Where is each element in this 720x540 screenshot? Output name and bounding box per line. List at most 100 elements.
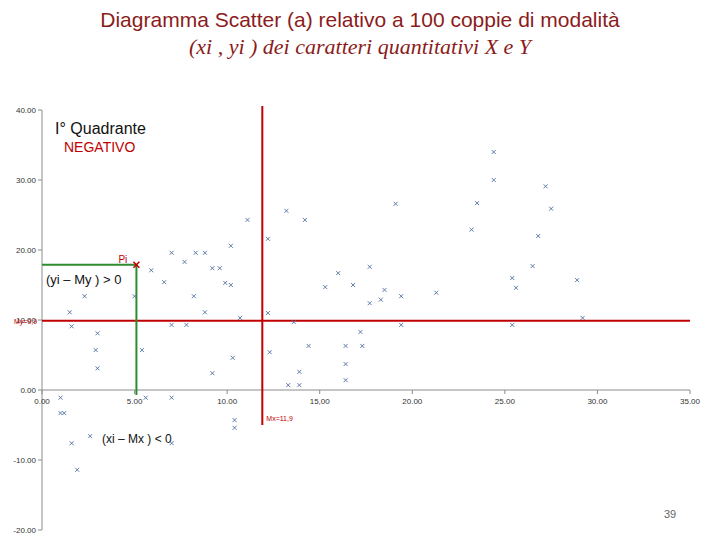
marker-stroke [434, 291, 438, 295]
marker-stroke [323, 285, 327, 289]
marker-stroke [183, 260, 187, 264]
point [307, 344, 311, 348]
point [184, 323, 188, 327]
title: (xi , yi ) dei caratteri quantitativi X … [189, 34, 534, 59]
annotation-bg [44, 271, 124, 288]
y-tick-label: 20.00 [16, 246, 37, 255]
marker-stroke [360, 344, 364, 348]
marker-stroke [399, 323, 403, 327]
marker-stroke [210, 266, 214, 270]
marker-stroke [307, 344, 311, 348]
point-pi [133, 262, 139, 268]
marker-stroke [383, 288, 387, 292]
marker-stroke [344, 378, 348, 382]
marker-stroke [231, 356, 235, 360]
y-tick [38, 110, 42, 111]
marker-stroke [133, 294, 137, 298]
point [83, 294, 87, 298]
marker-stroke [344, 362, 348, 366]
marker-stroke [83, 294, 87, 298]
marker-stroke [475, 201, 479, 205]
marker-stroke [399, 294, 403, 298]
marker-stroke [75, 468, 79, 472]
marker-stroke [88, 434, 92, 438]
y-tick [38, 390, 42, 391]
marker-stroke [170, 396, 174, 400]
marker-stroke [238, 316, 242, 320]
point [59, 396, 63, 400]
point [399, 294, 403, 298]
marker-stroke [218, 266, 222, 270]
marker-stroke [170, 323, 174, 327]
marker-stroke [581, 316, 585, 320]
point [492, 178, 496, 182]
point [183, 260, 187, 264]
marker-stroke [233, 418, 237, 422]
marker-stroke [368, 265, 372, 269]
marker-stroke [184, 323, 188, 327]
point [96, 366, 100, 370]
marker-stroke [531, 264, 535, 268]
point [75, 468, 79, 472]
marker-stroke [379, 298, 383, 302]
marker-stroke [510, 323, 514, 327]
marker-stroke [233, 426, 237, 430]
point [70, 324, 74, 328]
marker-stroke [192, 294, 196, 298]
marker-stroke [303, 218, 307, 222]
marker-stroke [536, 234, 540, 238]
point [68, 310, 72, 314]
marker-stroke [96, 331, 100, 335]
marker-stroke [203, 251, 207, 255]
marker-stroke [88, 434, 92, 438]
marker-stroke [536, 234, 540, 238]
point [231, 356, 235, 360]
point [344, 378, 348, 382]
point [59, 411, 63, 415]
marker-stroke [140, 348, 144, 352]
point [292, 320, 296, 324]
y-tick-label: -10.00 [13, 456, 36, 465]
marker-stroke [233, 418, 237, 422]
marker-stroke [70, 441, 74, 445]
marker-stroke [229, 244, 233, 248]
x-tick [134, 390, 135, 394]
point [223, 281, 227, 285]
marker-stroke [344, 362, 348, 366]
point [96, 331, 100, 335]
point [510, 276, 514, 280]
point [149, 268, 153, 272]
marker-stroke [510, 323, 514, 327]
marker-stroke [544, 184, 548, 188]
marker-stroke [75, 468, 79, 472]
point [358, 330, 362, 334]
marker-stroke [575, 278, 579, 282]
marker-stroke [229, 283, 233, 287]
point [336, 271, 340, 275]
marker-stroke [383, 288, 387, 292]
marker-stroke [62, 411, 66, 415]
x-axis [42, 390, 690, 391]
marker-stroke [133, 262, 139, 268]
x-tick-label: 20.00 [402, 397, 423, 406]
marker-stroke [238, 316, 242, 320]
point [379, 298, 383, 302]
marker-stroke [96, 331, 100, 335]
y-tick-label: 0.00 [20, 386, 36, 395]
point [229, 244, 233, 248]
marker-stroke [394, 202, 398, 206]
point [536, 234, 540, 238]
point [368, 265, 372, 269]
point [88, 434, 92, 438]
y-tick [38, 250, 42, 251]
y-tick [38, 180, 42, 181]
marker-stroke [344, 378, 348, 382]
point [192, 294, 196, 298]
marker-stroke [59, 411, 63, 415]
point [70, 441, 74, 445]
marker-stroke [292, 320, 296, 324]
marker-stroke [210, 371, 214, 375]
point [297, 383, 301, 387]
mean-x-line [261, 106, 263, 425]
marker-stroke [192, 294, 196, 298]
